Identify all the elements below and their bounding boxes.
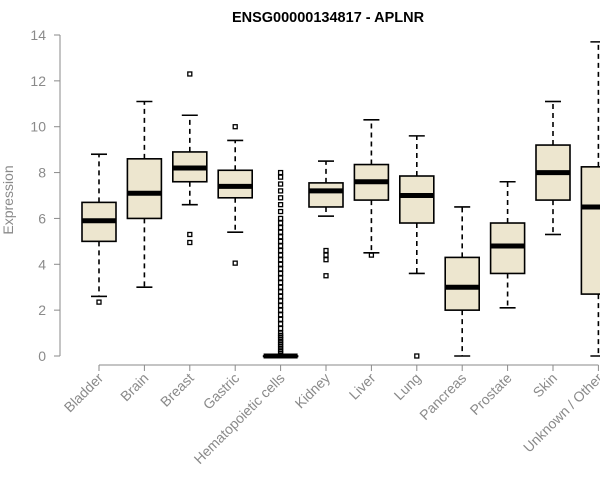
outlier-hematopoietic-cells-13 [277, 243, 284, 249]
outlier-hematopoietic-cells-24 [277, 293, 284, 300]
x-tick-label-bladder: Bladder [61, 370, 107, 416]
x-tick-label-gastric: Gastric [200, 370, 243, 413]
y-tick-label-4: 4 [38, 256, 46, 272]
outlier-hematopoietic-cells-30 [277, 321, 284, 327]
box-brain [126, 158, 163, 220]
outlier-hematopoietic-cells-10 [277, 229, 284, 235]
outlier-hematopoietic-cells-26 [277, 302, 284, 309]
outlier-hematopoietic-cells-17 [277, 261, 284, 267]
x-tick-label-pancreas: Pancreas [416, 370, 469, 423]
box-group-pancreas [444, 206, 481, 357]
y-tick-label-2: 2 [38, 302, 46, 318]
box-kidney [308, 182, 344, 208]
outlier-bladder-0 [96, 299, 102, 305]
y-tick-label-14: 14 [30, 27, 46, 43]
x-tick-label-kidney: Kidney [292, 370, 334, 412]
outlier-hematopoietic-cells-21 [277, 279, 284, 286]
outlier-hematopoietic-cells-2 [277, 181, 284, 187]
outlier-liver-0 [368, 252, 375, 258]
outlier-hematopoietic-cells-14 [277, 247, 284, 254]
outlier-hematopoietic-cells-31 [277, 325, 284, 332]
box-group-breast [172, 71, 208, 246]
y-tick-label-6: 6 [38, 210, 46, 226]
box-group-prostate [489, 180, 526, 309]
outlier-kidney-0 [323, 247, 329, 254]
y-tick-label-8: 8 [38, 165, 46, 181]
outlier-breast-2 [187, 239, 193, 246]
x-tick-label-lung: Lung [391, 370, 424, 403]
x-tick-label-breast: Breast [157, 370, 197, 410]
box-group-bladder [81, 153, 117, 305]
outlier-hematopoietic-cells-27 [277, 307, 284, 313]
outlier-hematopoietic-cells-5 [277, 202, 284, 208]
box-unknown-other [580, 166, 600, 295]
outlier-kidney-1 [323, 252, 329, 258]
outlier-hematopoietic-cells-6 [277, 208, 284, 215]
outlier-hematopoietic-cells-25 [277, 298, 284, 304]
x-tick-label-unknown-other: Unknown / Other [520, 370, 600, 456]
box-pancreas [444, 256, 481, 311]
outlier-hematopoietic-cells-15 [277, 252, 284, 258]
outlier-hematopoietic-cells-19 [277, 270, 284, 277]
outlier-breast-0 [187, 71, 193, 77]
outlier-hematopoietic-cells-12 [277, 238, 284, 245]
x-tick-label-hematopoietic-cells: Hematopoietic cells [191, 370, 288, 467]
chart-title: ENSG00000134817 - APLNR [232, 10, 425, 26]
box-lung [398, 175, 435, 224]
outlier-hematopoietic-cells-9 [277, 224, 284, 231]
outlier-hematopoietic-cells-20 [277, 275, 284, 281]
box-group-brain [126, 100, 163, 289]
x-tick-label-liver: Liver [346, 370, 379, 403]
x-tick-label-prostate: Prostate [467, 370, 515, 418]
outlier-hematopoietic-cells-29 [277, 316, 284, 322]
plot-area [81, 41, 600, 359]
outlier-hematopoietic-cells-4 [277, 195, 284, 201]
box-group-skin [535, 100, 571, 236]
outlier-hematopoietic-cells-11 [277, 234, 284, 240]
y-tick-label-0: 0 [38, 348, 46, 364]
box-group-lung [398, 135, 435, 359]
outlier-hematopoietic-cells-16 [277, 257, 284, 263]
outlier-kidney-2 [323, 257, 329, 263]
x-tick-label-brain: Brain [117, 370, 151, 404]
outlier-hematopoietic-cells-28 [277, 312, 284, 318]
y-axis: 0 2 4 6 8 10 12 14 [30, 27, 61, 364]
box-group-unknown-other [580, 41, 600, 357]
outlier-hematopoietic-cells-0 [277, 169, 284, 176]
outlier-hematopoietic-cells-41 [277, 351, 284, 357]
y-tick-label-12: 12 [30, 73, 46, 89]
y-tick-label-10: 10 [30, 119, 46, 135]
outlier-breast-1 [187, 231, 193, 238]
outlier-hematopoietic-cells-8 [277, 220, 284, 226]
y-axis-label: Expression [0, 165, 16, 234]
box-group-hematopoietic-cells [262, 169, 299, 359]
x-tick-label-skin: Skin [530, 370, 561, 401]
outlier-hematopoietic-cells-7 [277, 215, 284, 222]
outlier-hematopoietic-cells-23 [277, 289, 284, 295]
outlier-hematopoietic-cells-22 [277, 284, 284, 290]
outlier-hematopoietic-cells-18 [277, 266, 284, 272]
outlier-gastric-1 [232, 260, 238, 266]
box-group-gastric [217, 124, 253, 266]
outlier-hematopoietic-cells-3 [277, 188, 284, 194]
box-group-liver [353, 119, 390, 258]
outlier-kidney-3 [323, 273, 329, 279]
outlier-gastric-0 [232, 124, 238, 130]
outlier-lung-0 [414, 353, 420, 359]
box-group-kidney [308, 160, 344, 279]
outlier-hematopoietic-cells-1 [277, 174, 284, 180]
